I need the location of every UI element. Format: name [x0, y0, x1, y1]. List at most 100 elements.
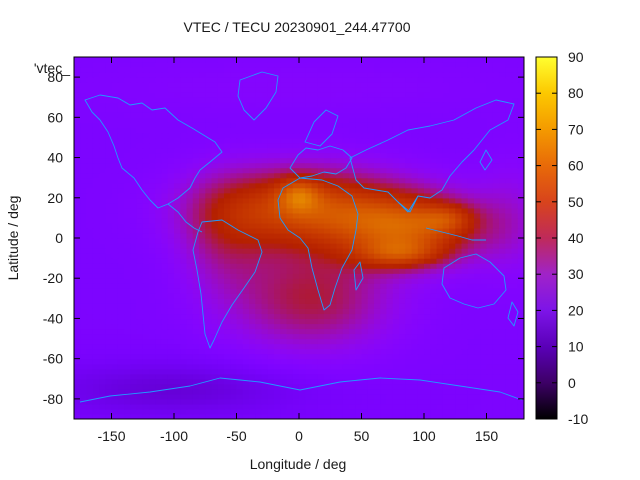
heatmap-cell: [236, 403, 244, 410]
heatmap-cell: [86, 363, 94, 370]
heatmap-cell: [274, 298, 281, 304]
heatmap-cell: [211, 97, 219, 103]
heatmap-cell: [130, 313, 138, 320]
heatmap-cell: [86, 378, 94, 385]
heatmap-cell: [224, 227, 231, 234]
heatmap-cell: [149, 207, 156, 214]
heatmap-cell: [436, 263, 444, 269]
heatmap-cell: [255, 363, 263, 370]
heatmap-cell: [317, 248, 325, 254]
heatmap-cell: [505, 323, 513, 330]
heatmap-cell: [349, 232, 356, 239]
heatmap-cell: [92, 298, 100, 304]
heatmap-cell: [317, 197, 325, 204]
heatmap-cell: [286, 162, 294, 169]
heatmap-cell: [386, 222, 394, 229]
heatmap-cell: [511, 268, 519, 274]
heatmap-cell: [261, 393, 269, 400]
heatmap-cell: [280, 167, 288, 174]
heatmap-cell: [230, 303, 238, 309]
heatmap-cell: [430, 323, 438, 330]
heatmap-cell: [92, 263, 100, 269]
heatmap-cell: [230, 403, 238, 410]
heatmap-cell: [242, 162, 250, 169]
heatmap-cell: [455, 167, 463, 174]
heatmap-cell: [217, 182, 225, 189]
heatmap-cell: [111, 243, 119, 249]
heatmap-cell: [492, 373, 500, 380]
heatmap-cell: [149, 167, 156, 174]
heatmap-cell: [305, 288, 313, 294]
heatmap-cell: [324, 343, 331, 350]
heatmap-cell: [499, 403, 506, 410]
heatmap-cell: [180, 177, 188, 184]
heatmap-cell: [349, 82, 356, 88]
heatmap-cell: [267, 182, 275, 189]
heatmap-cell: [492, 82, 500, 88]
heatmap-cell: [136, 157, 144, 164]
heatmap-cell: [217, 308, 225, 315]
heatmap-cell: [274, 202, 281, 209]
heatmap-cell: [149, 288, 156, 294]
heatmap-cell: [386, 318, 394, 325]
heatmap-cell: [99, 303, 106, 309]
heatmap-cell: [149, 192, 156, 199]
heatmap-cell: [111, 207, 119, 214]
heatmap-cell: [374, 147, 381, 154]
heatmap-cell: [374, 132, 381, 139]
heatmap-cell: [136, 303, 144, 309]
heatmap-cell: [499, 348, 506, 355]
heatmap-cell: [274, 212, 281, 219]
heatmap-cell: [505, 298, 513, 304]
heatmap-cell: [280, 142, 288, 149]
heatmap-cell: [155, 202, 163, 209]
heatmap-cell: [236, 293, 244, 299]
heatmap-cell: [486, 333, 494, 340]
heatmap-cell: [517, 162, 524, 169]
heatmap-cell: [330, 358, 338, 365]
heatmap-cell: [161, 398, 169, 405]
heatmap-cell: [417, 142, 425, 149]
heatmap-cell: [280, 268, 288, 274]
heatmap-cell: [299, 117, 306, 123]
heatmap-cell: [380, 112, 388, 118]
heatmap-cell: [324, 167, 331, 174]
heatmap-cell: [467, 273, 475, 279]
heatmap-cell: [92, 122, 100, 128]
heatmap-cell: [130, 167, 138, 174]
heatmap-cell: [167, 358, 175, 365]
heatmap-cell: [511, 157, 519, 164]
heatmap-cell: [124, 117, 131, 123]
heatmap-cell: [211, 378, 219, 385]
heatmap-cell: [224, 378, 231, 385]
heatmap-cell: [517, 77, 524, 83]
heatmap-cell: [311, 137, 319, 144]
heatmap-cell: [117, 303, 125, 309]
heatmap-cell: [342, 152, 350, 159]
heatmap-cell: [142, 243, 150, 249]
heatmap-cell: [449, 393, 456, 400]
heatmap-cell: [105, 182, 113, 189]
heatmap-cell: [355, 97, 363, 103]
heatmap-cell: [374, 92, 381, 98]
heatmap-cell: [242, 378, 250, 385]
heatmap-cell: [161, 187, 169, 194]
heatmap-cell: [336, 328, 344, 335]
heatmap-cell: [161, 127, 169, 134]
heatmap-cell: [155, 222, 163, 229]
heatmap-cell: [80, 413, 88, 419]
heatmap-cell: [242, 147, 250, 154]
heatmap-cell: [211, 283, 219, 289]
heatmap-cell: [192, 348, 200, 355]
heatmap-cell: [386, 232, 394, 239]
heatmap-cell: [442, 197, 450, 204]
heatmap-cell: [92, 393, 100, 400]
heatmap-cell: [342, 263, 350, 269]
heatmap-cell: [142, 398, 150, 405]
heatmap-cell: [311, 253, 319, 259]
heatmap-cell: [367, 102, 375, 108]
heatmap-cell: [230, 408, 238, 415]
heatmap-cell: [217, 363, 225, 370]
heatmap-cell: [486, 132, 494, 139]
heatmap-cell: [80, 82, 88, 88]
